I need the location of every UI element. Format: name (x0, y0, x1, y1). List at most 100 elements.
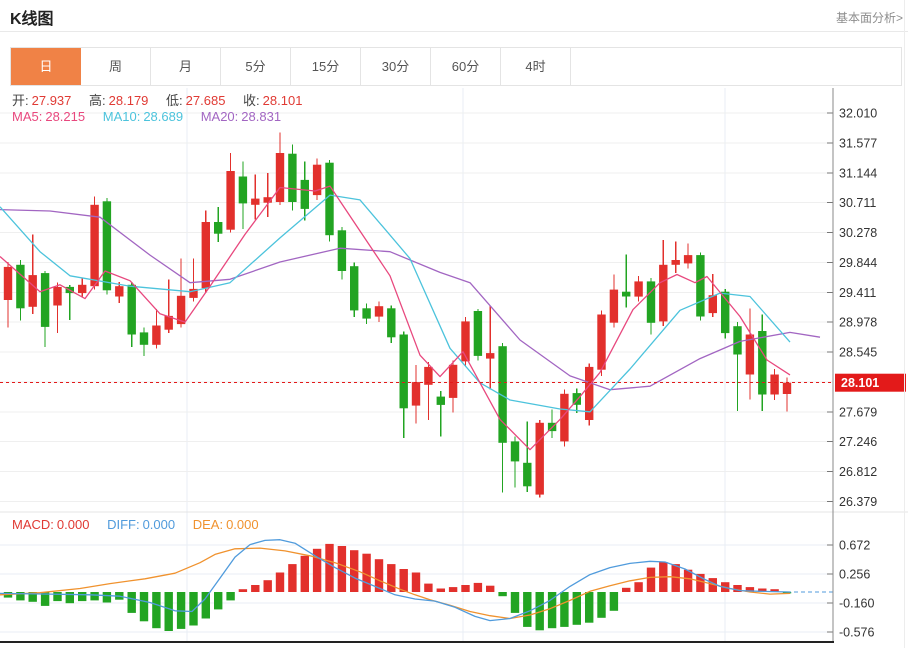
price-tick-label: 28.545 (839, 346, 877, 360)
candle-body (337, 230, 347, 271)
macd-bar (646, 567, 656, 592)
candle-body (486, 353, 495, 359)
candle-body (90, 204, 99, 287)
candle-body (733, 326, 742, 355)
macd-tick-label: -0.576 (839, 626, 874, 640)
axis-layer: 32.010 31.577 31.144 30.711 30.278 29.844 29.4… (0, 88, 908, 643)
candle-body (139, 332, 149, 345)
price-tick-label: 31.144 (839, 166, 877, 180)
macd-bar (28, 592, 37, 602)
candle-body (510, 441, 520, 462)
low-label: 低: (166, 93, 183, 108)
macd-bar (251, 585, 260, 592)
kline-chart-canvas[interactable]: 32.010 31.577 31.144 30.711 30.278 29.844 29.4… (0, 88, 908, 648)
tab-month[interactable]: 月 (151, 48, 221, 85)
candle-body (436, 396, 445, 405)
tab-15min[interactable]: 15分 (291, 48, 361, 85)
candle-body (448, 364, 458, 398)
macd-bar (139, 592, 149, 622)
macd-bar (312, 548, 322, 592)
interval-tabs: 日周月 5分 15分 30分 60分 4时 (10, 47, 902, 86)
macd-bar (461, 585, 470, 592)
candle-body (176, 295, 186, 325)
candle-body (572, 393, 581, 405)
candle-body (40, 273, 50, 327)
candle-body (251, 198, 260, 205)
macd-bar (622, 587, 631, 592)
macd-bar (362, 553, 371, 592)
price-tick-label: 27.679 (839, 405, 877, 419)
macd-bar (560, 592, 569, 627)
ma20-value: 28.831 (241, 109, 282, 124)
tab-60min[interactable]: 60分 (431, 48, 501, 85)
fundamental-analysis-link[interactable]: 基本面分析> (835, 11, 903, 25)
ma5-label: MA5: (12, 109, 43, 124)
price-tick-label: 27.246 (839, 435, 877, 449)
candle-body (399, 334, 408, 409)
macd-bar (374, 559, 384, 592)
macd-bar (696, 573, 705, 592)
tab-4hour[interactable]: 4时 (501, 48, 571, 85)
price-tick-label: 30.711 (839, 196, 876, 210)
candle-body (659, 264, 668, 322)
macd-bar (683, 569, 693, 592)
candle-body (745, 334, 755, 375)
macd-tick-label: 0.256 (839, 568, 870, 582)
macd-bar (597, 592, 606, 618)
macd-bar (510, 592, 520, 613)
macd-bar (102, 592, 112, 603)
tab-week[interactable]: 周 (81, 48, 151, 85)
dea-label: DEA: (192, 517, 224, 532)
tab-5min[interactable]: 5分 (221, 48, 291, 85)
candle-body (350, 266, 359, 311)
candle-body (708, 295, 717, 314)
candle-body (189, 288, 198, 298)
ma10-line (0, 194, 791, 413)
page-right-border (904, 0, 905, 648)
ma10-value: 28.689 (143, 109, 184, 124)
macd-bar (238, 589, 248, 592)
tab-day[interactable]: 日 (11, 48, 81, 85)
macd-bar (448, 587, 458, 592)
current-price-badge: 28.101 (835, 373, 906, 392)
macd-bar (770, 589, 779, 592)
candle-body (585, 366, 594, 420)
price-tick-label: 28.978 (839, 316, 877, 330)
candle-body (770, 374, 779, 395)
macd-bar (53, 592, 62, 602)
macd-bar (634, 582, 643, 592)
macd-bar (547, 592, 557, 629)
candle-body (387, 308, 396, 338)
macd-bar (263, 580, 272, 592)
price-tick-label: 29.411 (839, 286, 876, 300)
macd-bar (424, 583, 433, 592)
tab-30min[interactable]: 30分 (361, 48, 431, 85)
candle-body (535, 422, 544, 495)
diff-label: DIFF: (107, 517, 140, 532)
candle-body (201, 222, 210, 289)
candle-body (597, 314, 606, 370)
macd-bar (535, 592, 544, 631)
candle-body (288, 153, 297, 202)
macd-bar (189, 592, 198, 626)
candle-body (523, 462, 532, 487)
price-tick-label: 29.844 (839, 256, 877, 270)
close-value: 28.101 (262, 93, 303, 108)
macd-bar (40, 592, 50, 606)
macd-bar (671, 564, 680, 592)
macd-bar (152, 592, 161, 629)
candle-body (646, 281, 656, 323)
macd-tick-label: 0.672 (839, 539, 870, 553)
candle-body (424, 366, 433, 385)
price-tick-label: 30.278 (839, 226, 877, 240)
candle-body (152, 325, 161, 345)
macd-bar (745, 587, 755, 592)
high-label: 高: (89, 93, 106, 108)
candle-body (127, 284, 136, 335)
macd-bar (275, 572, 285, 592)
candle-body (560, 393, 569, 442)
macd-bar (325, 543, 334, 592)
candle-body (411, 382, 421, 406)
macd-bar (337, 546, 347, 592)
